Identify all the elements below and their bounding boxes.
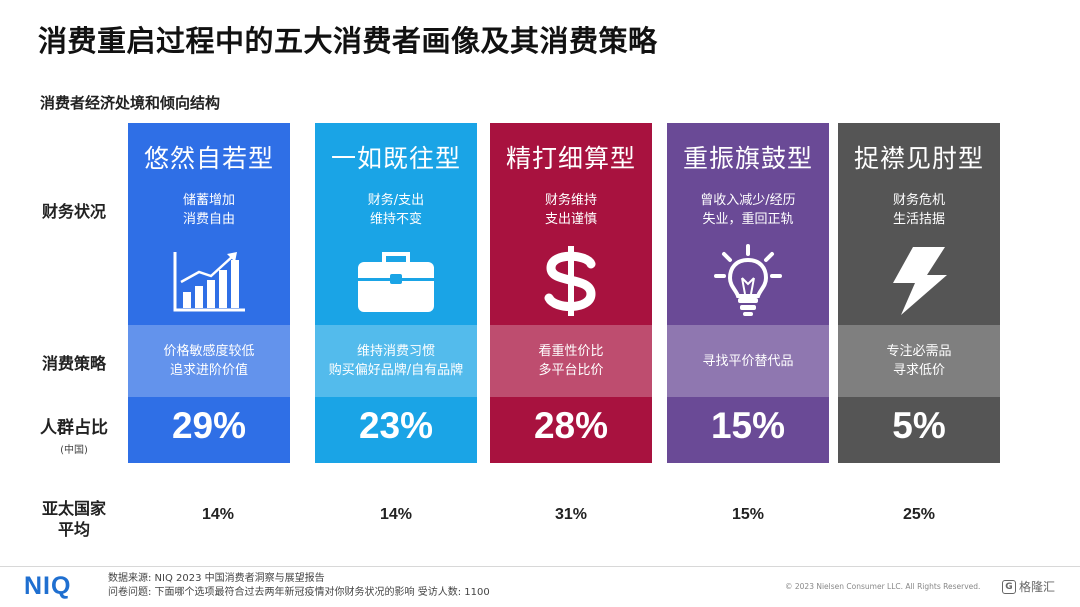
segment-finance: 财务维持 支出谨慎 xyxy=(490,191,652,229)
page-title: 消费重启过程中的五大消费者画像及其消费策略 xyxy=(38,24,658,58)
segment-finance-line: 储蓄增加 xyxy=(182,193,235,208)
page-subtitle: 消费者经济处境和倾向结构 xyxy=(40,94,221,112)
footer-divider xyxy=(0,566,1080,567)
apac-value: 25% xyxy=(902,506,936,523)
segment-finance-line: 支出谨慎 xyxy=(544,212,597,227)
copyright: © 2023 Nielsen Consumer LLC. All Rights … xyxy=(785,582,981,591)
segment-finance: 财务/支出 维持不变 xyxy=(315,191,477,229)
segment-name: 精打细算型 xyxy=(505,144,636,173)
briefcase-icon xyxy=(315,241,477,321)
segment-card: 悠然自若型 储蓄增加 消费自由 价格敏感度较低 追求进阶价值 29% xyxy=(128,123,290,463)
segment-name: 一如既往型 xyxy=(330,144,461,173)
apac-value: 31% xyxy=(554,506,588,523)
segment-strategy-line: 维持消费习惯 xyxy=(356,344,435,359)
segment-finance: 财务危机 生活拮据 xyxy=(838,191,1000,229)
segment-card: 重振旗鼓型 曾收入减少/经历 失业，重回正轨 寻找平价替代品 15% xyxy=(667,123,829,463)
row-label-finance: 财务状况 xyxy=(41,202,106,221)
segment-strategy-line: 购买偏好品牌/自有品牌 xyxy=(328,363,464,378)
segment-card: 一如既往型 财务/支出 维持不变 维持消费习惯 购买偏好品牌/自有品牌 23% xyxy=(315,123,477,463)
row-label-apac-line2: 平均 xyxy=(57,520,90,539)
source-line: 数据来源: NIQ 2023 中国消费者洞察与展望报告 xyxy=(108,573,325,584)
segment-strategy-line: 追求进阶价值 xyxy=(169,363,248,378)
apac-value: 14% xyxy=(379,506,413,523)
segment-card: 精打细算型 财务维持 支出谨慎 看重性价比 多平台比价 28% xyxy=(490,123,652,463)
lightning-icon xyxy=(838,241,1000,321)
segment-strategy-line: 价格敏感度较低 xyxy=(163,344,255,359)
segment-finance-line: 财务维持 xyxy=(544,193,597,208)
watermark-logo-icon: G xyxy=(1002,579,1016,594)
segment-strategy: 价格敏感度较低 追求进阶价值 xyxy=(128,325,290,397)
segment-share: 15% xyxy=(710,405,786,446)
segment-strategy-line: 寻找平价替代品 xyxy=(702,353,794,369)
segment-finance-line: 财务/支出 xyxy=(367,193,425,208)
segment-finance-line: 曾收入减少/经历 xyxy=(700,193,796,208)
apac-value: 14% xyxy=(201,506,235,523)
growth-chart-icon xyxy=(128,241,290,321)
segment-share: 28% xyxy=(533,405,609,446)
segment-share: 29% xyxy=(171,405,247,446)
source-note: 数据来源: NIQ 2023 中国消费者洞察与展望报告 问卷问题: 下面哪个选项… xyxy=(108,572,490,600)
segment-finance-line: 失业，重回正轨 xyxy=(702,212,794,227)
segment-finance-line: 维持不变 xyxy=(369,212,422,227)
segment-strategy: 专注必需品 寻求低价 xyxy=(838,325,1000,397)
apac-value: 15% xyxy=(731,506,765,523)
segment-strategy: 寻找平价替代品 xyxy=(667,325,829,397)
lightbulb-icon xyxy=(667,241,829,321)
row-label-apac-line1: 亚太国家 xyxy=(41,499,106,518)
segment-name: 捉襟见肘型 xyxy=(853,144,984,173)
segment-strategy-line: 多平台比价 xyxy=(538,363,604,378)
watermark-text: 格隆汇 xyxy=(1019,580,1056,594)
segment-strategy: 看重性价比 多平台比价 xyxy=(490,325,652,397)
segment-finance: 曾收入减少/经历 失业，重回正轨 xyxy=(667,191,829,229)
segment-strategy: 维持消费习惯 购买偏好品牌/自有品牌 xyxy=(315,325,477,397)
segment-finance-line: 生活拮据 xyxy=(892,212,945,227)
row-label-strategy: 消费策略 xyxy=(41,354,106,373)
row-label-share-sub: (中国) xyxy=(60,445,88,456)
segment-finance: 储蓄增加 消费自由 xyxy=(128,191,290,229)
segment-strategy-line: 专注必需品 xyxy=(886,344,952,359)
dollar-icon xyxy=(490,241,652,321)
segment-finance-line: 消费自由 xyxy=(182,212,235,227)
segment-finance-line: 财务危机 xyxy=(892,193,945,208)
row-label-share: 人群占比 xyxy=(40,418,108,438)
segment-card: 捉襟见肘型 财务危机 生活拮据 专注必需品 寻求低价 5% xyxy=(838,123,1000,463)
segment-share: 23% xyxy=(358,405,434,446)
segment-strategy-line: 看重性价比 xyxy=(538,344,604,359)
watermark: G 格隆汇 xyxy=(1002,578,1055,595)
segment-name: 重振旗鼓型 xyxy=(682,144,813,173)
segment-share: 5% xyxy=(892,405,946,446)
row-label-apac: 亚太国家 平均 xyxy=(28,498,120,540)
niq-logo: NIQ xyxy=(24,572,72,600)
segment-strategy-line: 寻求低价 xyxy=(892,363,945,378)
segment-name: 悠然自若型 xyxy=(143,144,274,173)
question-line: 问卷问题: 下面哪个选项最符合过去两年新冠疫情对你财务状况的影响 受访人数: 1… xyxy=(108,587,490,598)
